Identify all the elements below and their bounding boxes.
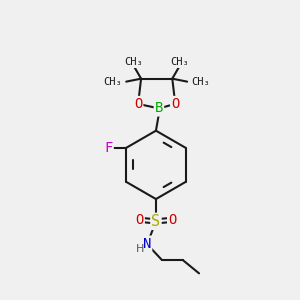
Text: CH₃: CH₃ bbox=[124, 57, 143, 67]
Text: O: O bbox=[171, 97, 179, 111]
Text: CH₃: CH₃ bbox=[170, 57, 189, 67]
Text: H: H bbox=[136, 244, 145, 254]
Text: O: O bbox=[135, 213, 144, 227]
Text: CH₃: CH₃ bbox=[192, 76, 210, 87]
Text: O: O bbox=[134, 97, 142, 111]
Text: O: O bbox=[168, 213, 176, 227]
Text: N: N bbox=[143, 237, 151, 250]
Text: F: F bbox=[104, 141, 113, 155]
Text: B: B bbox=[155, 101, 163, 116]
Text: CH₃: CH₃ bbox=[103, 76, 122, 87]
Text: S: S bbox=[152, 214, 160, 229]
